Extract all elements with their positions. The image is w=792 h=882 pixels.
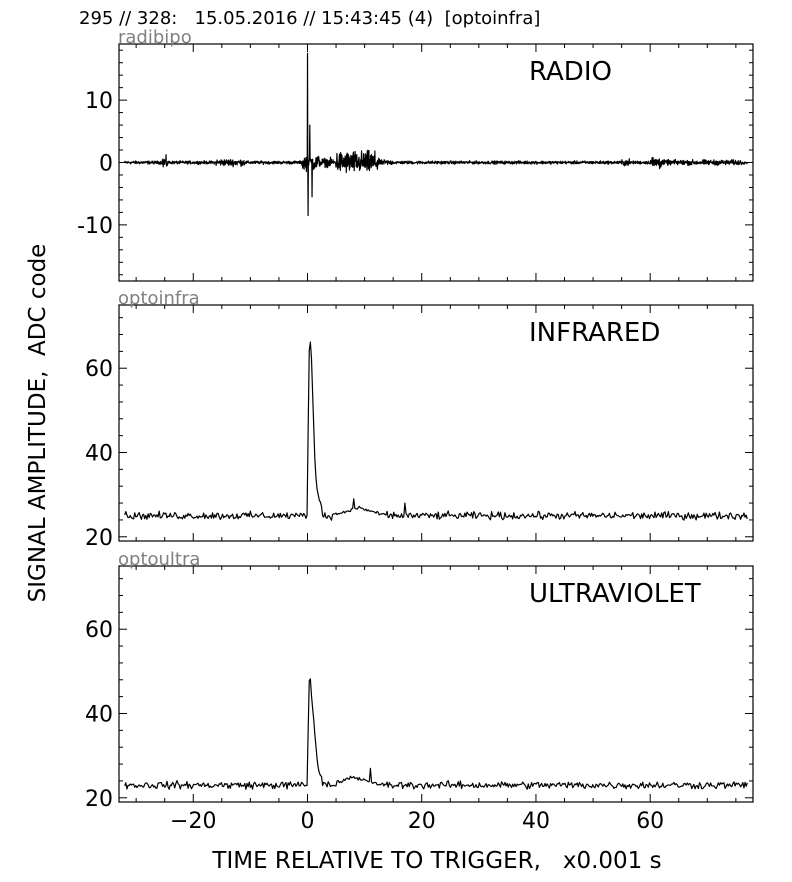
- panel-title-p1: RADIO: [529, 57, 612, 87]
- y-tick-label-p2: 40: [85, 442, 113, 467]
- signal-trace-p2: [124, 341, 748, 521]
- x-tick-label-p3: 40: [522, 809, 550, 834]
- signal-trace-p1: [124, 52, 748, 217]
- y-tick-label-p2: 20: [85, 526, 113, 551]
- channel-label-p3: optoultra: [118, 549, 200, 570]
- y-tick-label-p1: 10: [85, 89, 113, 114]
- x-tick-label-p3: −20: [170, 809, 216, 834]
- y-tick-label-p1: 0: [99, 152, 113, 177]
- y-tick-label-p3: 40: [85, 703, 113, 728]
- x-tick-label-p3: 20: [408, 809, 436, 834]
- plot-frame-p2: [118, 304, 754, 542]
- x-tick-label-p3: 60: [636, 809, 664, 834]
- y-tick-label-p3: 20: [85, 787, 113, 812]
- chart-header: 295 // 328: 15.05.2016 // 15:43:45 (4) […: [79, 8, 541, 29]
- plot-frame-p3: [118, 565, 754, 803]
- y-tick-label-p2: 60: [85, 357, 113, 382]
- panel-title-p2: INFRARED: [529, 318, 660, 348]
- y-tick-label-p3: 60: [85, 618, 113, 643]
- channel-label-p2: optoinfra: [118, 288, 200, 309]
- x-tick-label-p3: 0: [300, 809, 314, 834]
- x-axis-label: TIME RELATIVE TO TRIGGER, x0.001 s: [212, 848, 662, 874]
- panel-title-p3: ULTRAVIOLET: [529, 579, 701, 609]
- signal-trace-p3: [124, 678, 748, 790]
- channel-label-p1: radibipo: [118, 27, 192, 48]
- y-tick-label-p1: -10: [77, 214, 113, 239]
